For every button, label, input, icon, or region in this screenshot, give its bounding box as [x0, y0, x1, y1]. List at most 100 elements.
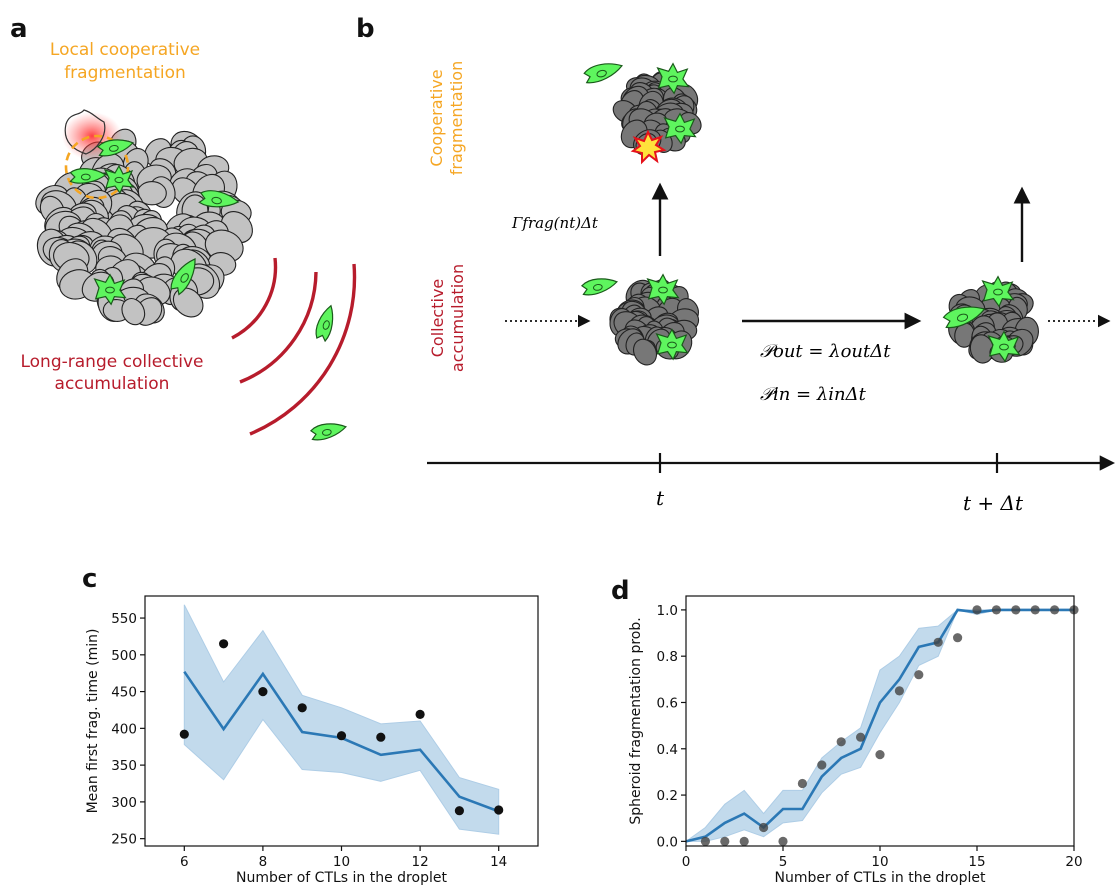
- data-point: [759, 822, 769, 833]
- accumulation-arc-3: [249, 263, 357, 436]
- ctl-body: [93, 273, 127, 306]
- ctl-body: [96, 139, 134, 157]
- spheroid-cell: [172, 287, 204, 318]
- y-tick-label: 300: [111, 795, 137, 811]
- ctl-cell-icon: [987, 330, 1021, 363]
- ctl-cell-icon: [583, 63, 623, 84]
- ctl-body: [981, 275, 1015, 308]
- data-point: [297, 703, 307, 713]
- y-tick-label: 500: [111, 648, 137, 664]
- ctl-cell-icon: [93, 273, 127, 306]
- ctl-body: [309, 423, 347, 441]
- data-point: [219, 639, 229, 649]
- y-tick-label: 1.0: [657, 603, 678, 619]
- ctl-body: [646, 273, 680, 306]
- ctl-cell-icon: [580, 278, 618, 296]
- y-tick-label: 0.8: [657, 649, 678, 665]
- y-axis-label: Spheroid fragmentation prob.: [628, 617, 644, 824]
- panel-b-schematic: Cooperative fragmentation Collective acc…: [427, 61, 1116, 515]
- data-point: [1050, 605, 1060, 615]
- ctl-body: [663, 112, 697, 145]
- ctl-body: [170, 257, 196, 296]
- ctl-nucleus: [108, 144, 119, 152]
- ctl-cell-icon: [942, 306, 986, 329]
- row-label-cooperative-1: Cooperative: [427, 69, 446, 166]
- data-point: [179, 729, 189, 739]
- data-point: [875, 750, 885, 760]
- ctl-nucleus: [321, 428, 332, 436]
- row-label-accumulation-1: Collective: [428, 279, 447, 358]
- ctl-cell-icon: [69, 168, 107, 184]
- panel-a-longrange-label-1: Long-range collective: [20, 352, 203, 372]
- panel-letter-b: b: [356, 14, 375, 44]
- x-tick-label: 15: [968, 854, 985, 870]
- data-point: [454, 806, 464, 816]
- ctl-cell-icon: [315, 304, 334, 343]
- y-tick-label: 0.4: [657, 742, 678, 758]
- series-line: [685, 608, 1074, 843]
- data-point: [415, 709, 425, 720]
- ctl-nucleus: [592, 283, 603, 291]
- dying-cell-outline: [64, 109, 106, 155]
- ctl-nucleus: [114, 176, 124, 184]
- data-point: [953, 633, 963, 643]
- data-point: [778, 836, 788, 847]
- x-tick-label: 20: [1065, 854, 1082, 870]
- y-tick-label: 0.2: [657, 788, 678, 804]
- ctl-nucleus: [667, 341, 677, 349]
- panel-a-ctls: [69, 139, 347, 441]
- fragmentation-burst-icon: [630, 129, 667, 165]
- time-label-t: t: [656, 486, 665, 510]
- ctl-nucleus: [668, 75, 678, 83]
- data-point: [1011, 605, 1021, 615]
- confidence-band: [183, 604, 500, 835]
- frag-rate-label: Γfrag(nt)Δt: [511, 214, 599, 232]
- ctl-nucleus: [675, 125, 685, 133]
- panel-a-illustration: Local cooperative fragmentation Long-ran…: [20, 40, 357, 441]
- panel-a-longrange-label-2: accumulation: [55, 374, 170, 394]
- ctl-cell-icon: [198, 190, 240, 208]
- data-point: [258, 687, 268, 697]
- y-tick-label: 450: [111, 685, 137, 701]
- ctl-nucleus: [658, 286, 668, 294]
- ctl-cell-icon: [309, 423, 347, 441]
- ctl-body: [103, 164, 135, 195]
- time-label-t-dt: t + Δt: [963, 491, 1024, 515]
- ctl-cell-icon: [655, 328, 689, 361]
- y-tick-label: 550: [111, 611, 137, 627]
- x-tick-label: 0: [682, 854, 691, 870]
- data-point: [991, 605, 1002, 615]
- x-tick-label: 12: [412, 854, 429, 870]
- ctl-nucleus: [956, 313, 969, 322]
- data-point: [856, 732, 866, 742]
- ctl-nucleus: [322, 320, 330, 330]
- spheroid-cell: [121, 297, 146, 326]
- data-point: [739, 836, 749, 847]
- panel-a-local-label-2: fragmentation: [64, 63, 186, 83]
- ctl-body: [655, 328, 689, 361]
- data-point: [376, 732, 386, 742]
- spheroid-cell: [632, 338, 658, 366]
- panel-b-ctls: [580, 62, 1021, 363]
- panel-a-local-label-1: Local cooperative: [50, 40, 200, 60]
- ctl-body: [580, 278, 618, 296]
- ctl-nucleus: [999, 343, 1009, 351]
- data-point: [494, 805, 504, 815]
- ctl-nucleus: [180, 273, 189, 283]
- data-point: [933, 637, 943, 647]
- y-tick-label: 400: [111, 721, 137, 737]
- p-out-label: 𝒫out = λoutΔt: [760, 341, 891, 362]
- y-axis-label: Mean first frag. time (min): [85, 629, 101, 814]
- panel-letter-d: d: [611, 576, 630, 606]
- panel-letter-c: c: [82, 564, 98, 594]
- ctl-nucleus: [105, 286, 115, 294]
- data-point: [720, 836, 730, 847]
- ctl-nucleus: [596, 69, 607, 78]
- ctl-cell-icon: [96, 139, 134, 157]
- x-axis-label: Number of CTLs in the droplet: [236, 870, 447, 886]
- data-point: [797, 778, 808, 789]
- ctl-cell-icon: [981, 275, 1015, 308]
- y-tick-label: 350: [111, 758, 137, 774]
- ctl-cell-icon: [656, 62, 690, 95]
